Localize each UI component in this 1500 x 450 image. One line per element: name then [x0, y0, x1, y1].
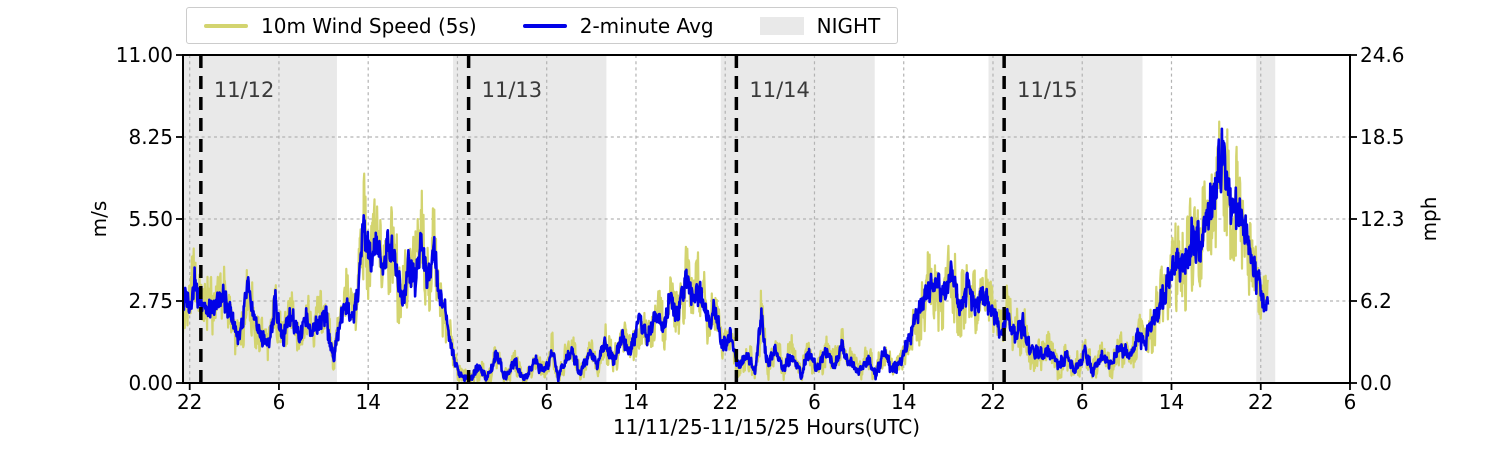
legend-item-wind-5s: 10m Wind Speed (5s) [204, 16, 477, 36]
y-tick-label-right: 12.3 [1360, 207, 1405, 231]
y-tick-label-left: 8.25 [128, 125, 173, 149]
tick-marks [176, 54, 1357, 390]
y-tick-label-right: 0.0 [1360, 371, 1392, 395]
x-tick-label: 22 [445, 390, 470, 414]
wind-5s-line-swatch [204, 23, 248, 28]
day-marker-label: 11/15 [1017, 78, 1078, 102]
y-tick-label-left: 2.75 [128, 289, 173, 313]
x-tick-label: 6 [808, 390, 821, 414]
y-tick-label-left: 11.00 [116, 43, 173, 67]
avg-2min-line-swatch [522, 23, 567, 28]
legend-label-2min-avg: 2-minute Avg [579, 13, 714, 38]
y-tick-label-left: 5.50 [128, 207, 173, 231]
x-tick-label: 22 [980, 390, 1005, 414]
x-tick-label: 14 [891, 390, 916, 414]
legend-label-night: NIGHT [816, 13, 881, 38]
x-tick-label: 22 [1248, 390, 1273, 414]
y-axis-label-right: mph [1417, 196, 1441, 242]
day-marker-label: 11/13 [482, 78, 543, 102]
x-axis-label: 11/11/25-11/15/25 Hours(UTC) [612, 415, 921, 439]
day-marker-label: 11/12 [214, 78, 275, 102]
x-tick-label: 14 [623, 390, 648, 414]
night-band [1256, 55, 1276, 383]
x-tick-label: 22 [712, 390, 737, 414]
x-tick-label: 6 [540, 390, 553, 414]
y-tick-label-right: 18.5 [1360, 125, 1405, 149]
legend: 10m Wind Speed (5s) 2-minute Avg NIGHT [186, 7, 899, 44]
x-tick-label: 14 [355, 390, 380, 414]
day-marker-label: 11/14 [749, 78, 810, 102]
two-minute-avg-series [183, 127, 1270, 383]
legend-label-wind-5s: 10m Wind Speed (5s) [261, 13, 477, 38]
tick-labels: 22 6 14 22 6 14 22 6 14 22 6 14 22 6 0.00 0.0 2.75 6.2 5.5… [116, 43, 1405, 414]
data-series [183, 120, 1270, 383]
day-markers: 11/12 11/13 11/14 11/15 [199, 55, 1078, 383]
x-tick-label: 6 [273, 390, 286, 414]
y-tick-label-right: 6.2 [1360, 289, 1392, 313]
y-tick-label-left: 0.00 [128, 371, 173, 395]
x-tick-label: 6 [1076, 390, 1089, 414]
legend-item-2min-avg: 2-minute Avg [522, 13, 714, 38]
x-tick-label: 14 [1159, 390, 1184, 414]
y-axis-label-left: m/s [87, 200, 111, 238]
x-tick-label: 22 [177, 390, 202, 414]
night-patch-swatch [759, 16, 804, 35]
y-tick-label-right: 24.6 [1360, 43, 1405, 67]
legend-item-night: NIGHT [759, 13, 881, 38]
x-tick-label: 6 [1344, 390, 1357, 414]
